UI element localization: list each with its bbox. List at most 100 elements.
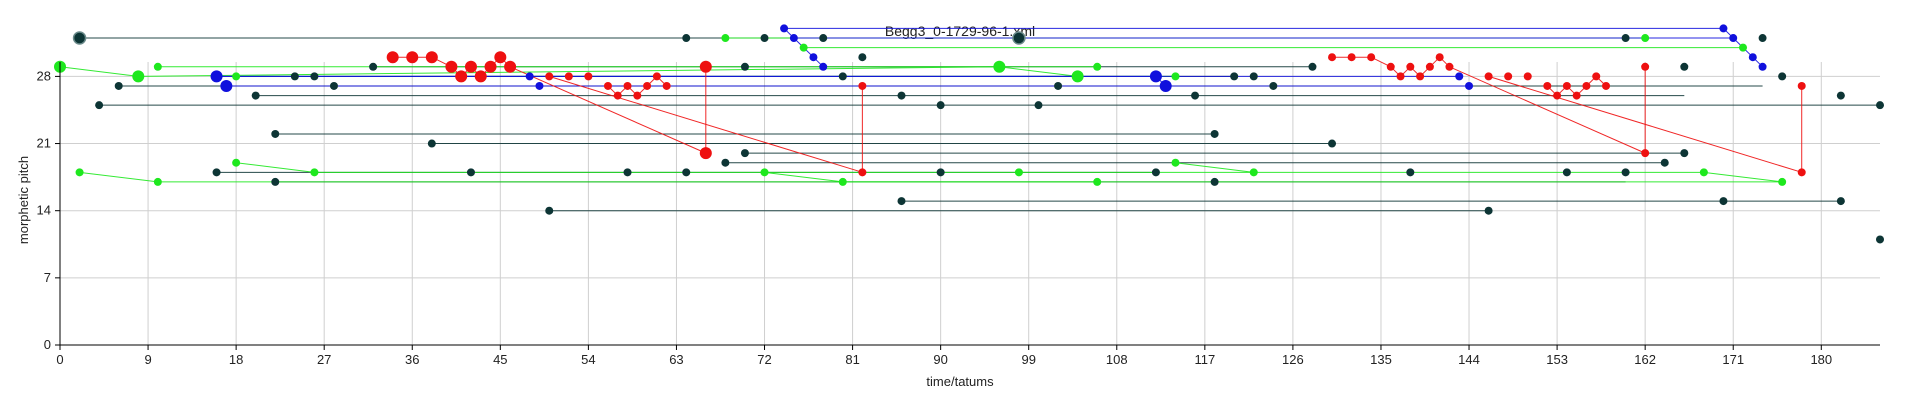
red-note-point: [1504, 72, 1513, 81]
red-note-point: [484, 60, 497, 73]
red-note-point: [1797, 168, 1806, 177]
red-note-point: [564, 72, 573, 81]
green-connector-line: [999, 66, 1078, 77]
blue-note-point: [1149, 70, 1162, 83]
blue-note-point: [819, 62, 828, 71]
dark-note-point: [760, 34, 769, 43]
red-note-point: [1543, 81, 1552, 90]
dark-note-point: [740, 149, 749, 158]
y-tick-label: 7: [44, 270, 51, 285]
dark-note-point: [1249, 72, 1258, 81]
red-note-point: [1641, 62, 1650, 71]
dark-note-point: [95, 101, 104, 110]
dark-note-point: [427, 139, 436, 148]
dark-note-point: [1269, 81, 1278, 90]
red-note-point: [1416, 72, 1425, 81]
red-note-point: [1523, 72, 1532, 81]
dark-note-point: [1034, 101, 1043, 110]
dark-note-point: [1719, 197, 1728, 206]
green-note-point: [1014, 168, 1023, 177]
green-note-point: [310, 168, 319, 177]
green-note-point: [993, 60, 1006, 73]
red-note-point: [613, 91, 622, 100]
green-note-point: [75, 168, 84, 177]
dark-note-point: [329, 81, 338, 90]
red-note-point: [699, 60, 712, 73]
dark-note-point: [1484, 206, 1493, 215]
dark-note-point: [1406, 168, 1415, 177]
green-connector-line: [79, 171, 158, 183]
red-note-point: [1592, 72, 1601, 81]
green-note-point: [153, 177, 162, 186]
red-note-point: [633, 91, 642, 100]
green-note-point: [1641, 34, 1650, 43]
dark-note-point: [819, 34, 828, 43]
red-note-point: [445, 60, 458, 73]
green-note-point: [232, 158, 241, 167]
dark-note-point: [1836, 91, 1845, 100]
green-note-point: [153, 62, 162, 71]
green-note-point: [1093, 62, 1102, 71]
red-note-point: [858, 81, 867, 90]
dark-note-point: [1876, 101, 1884, 110]
x-tick-label: 144: [1458, 352, 1480, 367]
red-note-point: [464, 60, 477, 73]
y-tick-label: 14: [37, 203, 51, 218]
dark-note-point: [1836, 197, 1845, 206]
dark-note-point: [1621, 34, 1630, 43]
green-note-point: [1071, 70, 1084, 83]
dark-note-point: [114, 81, 123, 90]
blue-note-point: [1465, 81, 1474, 90]
dark-note-point: [545, 206, 554, 215]
red-note-point: [474, 70, 487, 83]
green-connector-line: [1175, 162, 1254, 173]
green-note-point: [132, 70, 145, 83]
dark-note-point: [271, 177, 280, 186]
dark-note-point: [1230, 72, 1239, 81]
red-note-point: [662, 81, 671, 90]
red-connector-line: [509, 66, 707, 154]
red-note-point: [1641, 149, 1650, 158]
dark-note-point: [1012, 31, 1026, 45]
blue-note-point: [220, 79, 233, 92]
dark-note-point: [858, 53, 867, 62]
blue-note-point: [1758, 62, 1767, 71]
blue-note-point: [1159, 79, 1172, 92]
red-note-point: [1396, 72, 1405, 81]
red-note-point: [1347, 53, 1356, 62]
red-note-point: [652, 72, 661, 81]
x-tick-label: 162: [1634, 352, 1656, 367]
dark-note-point: [1191, 91, 1200, 100]
red-note-point: [545, 72, 554, 81]
red-note-point: [1406, 62, 1415, 71]
dark-note-point: [1328, 139, 1337, 148]
dark-note-point: [251, 91, 260, 100]
dark-note-point: [1151, 168, 1160, 177]
dark-note-point: [838, 72, 847, 81]
blue-note-point: [525, 72, 534, 81]
green-note-point: [1778, 177, 1787, 186]
axes: 0 9 18 27 36 45 54 63 72 81 90 99 108 117 126 135 144 153…: [37, 62, 1880, 367]
blue-note-point: [535, 81, 544, 90]
x-tick-label: 180: [1810, 352, 1832, 367]
dark-note-point: [623, 168, 632, 177]
red-note-point: [1484, 72, 1493, 81]
dark-note-point: [1308, 62, 1317, 71]
green-connector-line: [764, 171, 843, 183]
green-note-point: [1171, 72, 1180, 81]
red-note-point: [1553, 91, 1562, 100]
green-note-point: [232, 72, 241, 81]
green-note-point: [799, 43, 808, 52]
dark-note-point: [466, 168, 475, 177]
red-note-point: [1386, 62, 1395, 71]
dark-note-point: [1210, 129, 1219, 138]
green-note-point: [721, 34, 730, 43]
dark-note-point: [1876, 235, 1884, 244]
red-note-point: [1582, 81, 1591, 90]
blue-note-point: [780, 24, 789, 33]
x-tick-label: 72: [757, 352, 771, 367]
red-note-point: [1602, 81, 1611, 90]
series-layer: [54, 24, 1884, 244]
dark-note-point: [682, 34, 691, 43]
